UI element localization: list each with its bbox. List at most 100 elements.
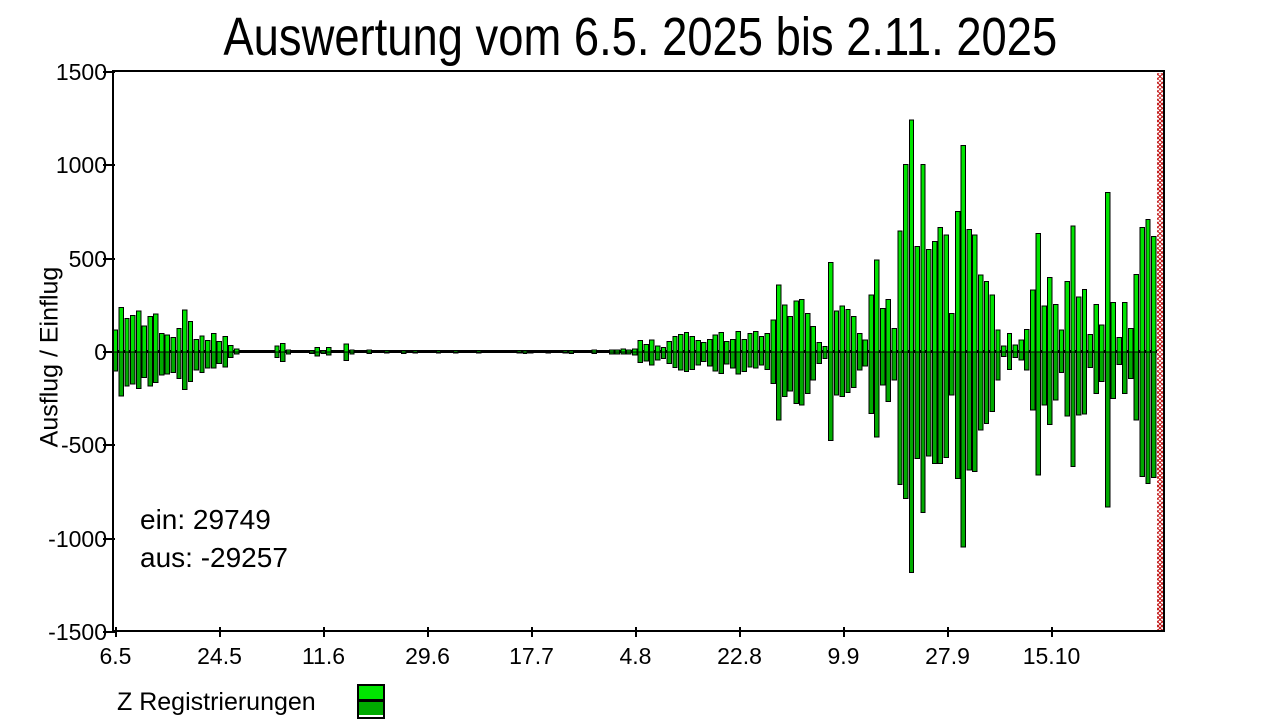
bar-ausflug: [995, 351, 1001, 381]
bar-einflug: [793, 300, 799, 353]
bar-ausflug: [753, 351, 759, 369]
bar-einflug: [1041, 305, 1047, 353]
bar-einflug: [1070, 225, 1076, 353]
bar-ausflug: [903, 351, 909, 499]
x-tick: [322, 627, 325, 637]
bar-ausflug: [343, 351, 349, 362]
bar-einflug: [176, 327, 182, 353]
bar-einflug: [781, 304, 788, 353]
bar-einflug: [874, 259, 880, 353]
bar-einflug: [141, 325, 148, 353]
bar-ausflug: [770, 351, 776, 384]
bar-ausflug: [908, 351, 915, 573]
bar-ausflug: [1087, 351, 1093, 369]
bar-ausflug: [862, 351, 869, 367]
bar-einflug: [158, 332, 165, 353]
bar-ausflug: [135, 351, 142, 389]
bar-ausflug: [781, 351, 788, 398]
bar-ausflug: [1099, 351, 1105, 383]
bar-ausflug: [205, 351, 211, 369]
bar-ausflug: [758, 351, 765, 366]
bar-einflug: [1127, 327, 1134, 353]
bar-einflug: [851, 316, 857, 353]
y-tick: [103, 71, 115, 73]
legend-swatch-divider: [359, 699, 383, 702]
bar-ausflug: [176, 351, 182, 379]
bar-ausflug: [147, 351, 153, 387]
bar-ausflug: [182, 351, 188, 390]
bar-einflug: [764, 332, 770, 353]
bar-ausflug: [187, 351, 194, 383]
bar-ausflug: [1006, 351, 1013, 370]
bar-einflug: [222, 336, 228, 353]
bar-einflug: [804, 312, 811, 353]
bar-einflug: [193, 338, 199, 353]
bar-ausflug: [113, 351, 119, 372]
x-tick: [426, 627, 429, 637]
bar-ausflug: [879, 351, 886, 386]
bar-einflug: [747, 332, 753, 353]
legend-swatch-up-color: [359, 686, 383, 699]
bar-ausflug: [776, 351, 782, 421]
bar-ausflug: [1070, 351, 1076, 468]
x-tick: [1050, 627, 1053, 637]
bar-einflug: [228, 344, 234, 353]
bar-ausflug: [868, 351, 874, 414]
x-tick: [114, 627, 117, 637]
bar-ausflug: [989, 351, 995, 413]
bar-einflug: [816, 342, 822, 353]
bar-ausflug: [383, 351, 390, 354]
bar-einflug: [758, 336, 765, 353]
bar-ausflug: [660, 351, 667, 359]
bar-einflug: [135, 310, 142, 353]
bar-einflug: [683, 332, 690, 353]
bar-einflug: [182, 309, 188, 353]
bar-einflug: [1151, 236, 1157, 353]
bar-ausflug: [124, 351, 130, 387]
bar-ausflug: [1018, 351, 1024, 361]
bar-einflug: [343, 343, 349, 353]
bar-einflug: [960, 145, 967, 353]
bar-einflug: [1018, 339, 1024, 353]
bar-ausflug: [787, 351, 794, 392]
bar-ausflug: [695, 351, 701, 366]
bar-einflug: [908, 119, 915, 353]
bar-ausflug: [1133, 351, 1140, 421]
bar-ausflug: [1122, 351, 1128, 394]
bar-einflug: [718, 332, 724, 353]
bar-ausflug: [1035, 351, 1042, 476]
bar-einflug: [879, 307, 886, 353]
bar-ausflug: [810, 351, 817, 381]
bar-einflug: [1099, 324, 1105, 353]
bar-einflug: [885, 298, 892, 353]
bar-ausflug: [528, 351, 534, 354]
bar-ausflug: [1145, 351, 1151, 484]
bar-einflug: [280, 342, 286, 353]
bar-einflug: [130, 315, 136, 353]
bar-ausflug: [937, 351, 944, 464]
bar-ausflug: [724, 351, 730, 365]
x-tick: [634, 627, 637, 637]
bar-einflug: [216, 341, 223, 353]
bar-ausflug: [216, 351, 223, 364]
bar-ausflug: [285, 351, 292, 355]
bar-einflug: [164, 334, 171, 353]
bar-einflug: [147, 316, 153, 353]
x-tick-label: 9.9: [827, 643, 860, 669]
x-tick: [946, 627, 949, 637]
x-tick-label: 4.8: [619, 643, 652, 669]
bar-ausflug: [1139, 351, 1145, 478]
bar-einflug: [972, 234, 978, 353]
bar-einflug: [954, 211, 961, 353]
bar-ausflug: [828, 351, 834, 442]
bar-ausflug: [308, 351, 315, 354]
bar-einflug: [914, 246, 920, 353]
bar-ausflug: [978, 351, 984, 431]
bar-ausflug: [1081, 351, 1088, 415]
legend-series-label: Z Registrierungen: [117, 688, 316, 716]
bar-ausflug: [856, 351, 863, 371]
bar-ausflug: [153, 351, 159, 383]
bar-ausflug: [476, 351, 482, 354]
bar-ausflug: [545, 351, 551, 354]
